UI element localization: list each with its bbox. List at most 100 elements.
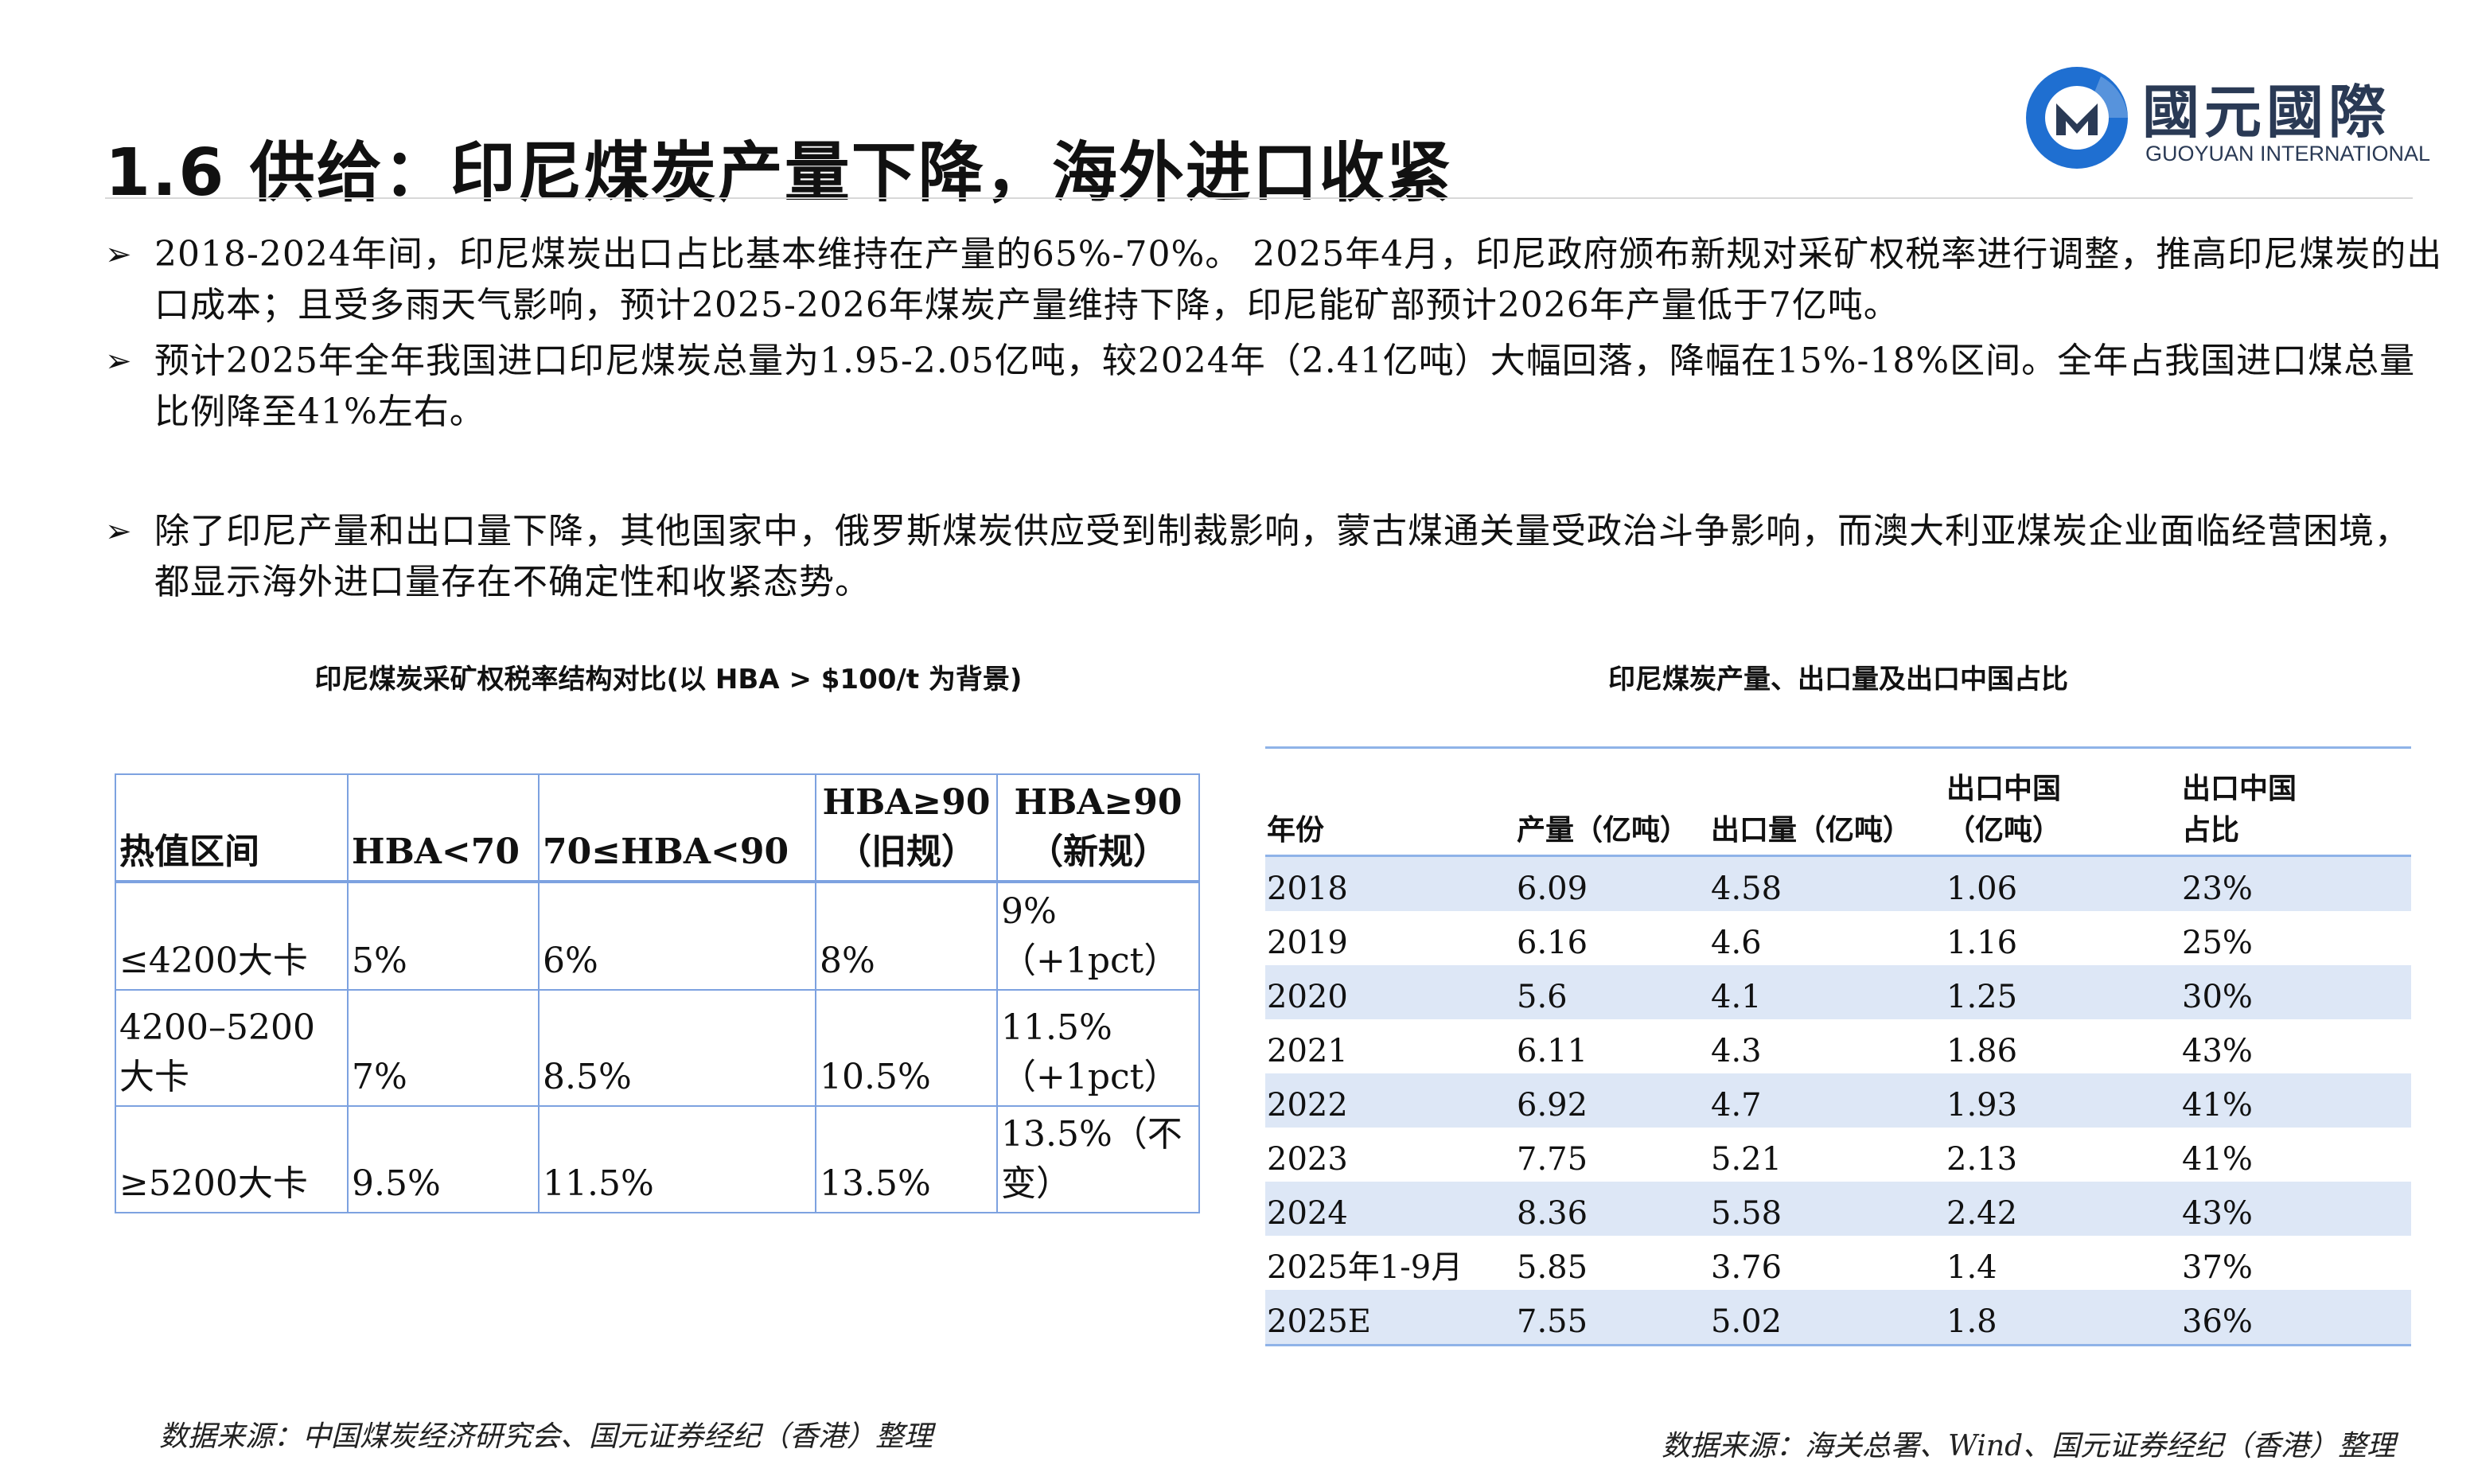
table-cell: 2020 bbox=[1265, 965, 1515, 1019]
logo-chinese-text: 國元國際 bbox=[2142, 79, 2391, 146]
table-cell: 43% bbox=[2182, 1033, 2253, 1069]
table-cell: 2018 bbox=[1265, 855, 1515, 911]
table-cell: 2024 bbox=[1265, 1182, 1515, 1236]
table-cell: 6.11 bbox=[1517, 1033, 1588, 1069]
table-cell: 1.25 bbox=[1945, 965, 2180, 1019]
column-header: 出口量（亿吨） bbox=[1709, 765, 1945, 857]
table-row: 2023 7.75 5.21 2.13 41% bbox=[1265, 1128, 2411, 1182]
column-header: 热值区间 bbox=[115, 773, 349, 883]
table-cell: 2025E bbox=[1265, 1290, 1515, 1346]
table-cell: 1.06 bbox=[1945, 855, 2180, 911]
table-cell: 5.58 bbox=[1709, 1182, 1945, 1236]
royalty-table-source: 数据来源：中国煤炭经济研究会、国元证券经纪（香港）整理 bbox=[159, 1420, 933, 1453]
bullet-text: 预计2025年全年我国进口印尼煤炭总量为1.95-2.05亿吨，较2024年（2… bbox=[154, 341, 2416, 432]
company-logo: 國元國際 GUOYUAN INTERNATIONAL bbox=[2021, 62, 2430, 173]
table-cell: 23% bbox=[2180, 855, 2411, 911]
table-cell: 9% （+1pct） bbox=[996, 881, 1200, 991]
guoyuan-logo-icon bbox=[2026, 67, 2128, 169]
production-table-source: 数据来源：海关总署、Wind、国元证券经纪（香港）整理 bbox=[1662, 1430, 2396, 1463]
title-divider bbox=[105, 197, 2413, 199]
bullet-item: ➢ 预计2025年全年我国进口印尼煤炭总量为1.95-2.05亿吨，较2024年… bbox=[105, 336, 2445, 438]
table-cell: 4.1 bbox=[1709, 965, 1945, 1019]
table-cell: 4.6 bbox=[1711, 925, 1762, 961]
table-cell: 25% bbox=[2182, 925, 2253, 961]
table-row: 2024 8.36 5.58 2.42 43% bbox=[1265, 1182, 2411, 1236]
table-cell: 2019 bbox=[1267, 925, 1348, 961]
table-cell: 5% bbox=[347, 881, 540, 991]
table-cell: 2025年1-9月 bbox=[1267, 1249, 1463, 1286]
table-row: 2025E 7.55 5.02 1.8 36% bbox=[1265, 1290, 2411, 1346]
table-cell: 10.5% bbox=[815, 989, 998, 1107]
table-row: 2019 6.16 4.6 1.16 25% bbox=[1265, 911, 2411, 965]
table-cell: 4200–5200 大卡 bbox=[115, 989, 349, 1107]
table-row: ≤4200大卡 5% 6% 8% 9% （+1pct） bbox=[115, 881, 1200, 991]
table-cell: 1.86 bbox=[1946, 1033, 2018, 1069]
royalty-table-caption: 印尼煤炭采矿权税率结构对比(以 HBA > $100/t 为背景) bbox=[314, 664, 1023, 695]
bullet-text: 2018-2024年间，印尼煤炭出口占比基本维持在产量的65%-70%。 202… bbox=[154, 234, 2443, 325]
bullet-text: 除了印尼产量和出口量下降，其他国家中，俄罗斯煤炭供应受到制裁影响，蒙古煤通关量受… bbox=[154, 511, 2410, 602]
bullet-item: ➢ 除了印尼产量和出口量下降，其他国家中，俄罗斯煤炭供应受到制裁影响，蒙古煤通关… bbox=[105, 506, 2445, 608]
table-cell: 5.21 bbox=[1711, 1141, 1782, 1178]
table-cell: 37% bbox=[2182, 1249, 2253, 1286]
table-cell: 6.09 bbox=[1515, 855, 1709, 911]
table-cell: 1.93 bbox=[1945, 1073, 2180, 1128]
royalty-rate-table: 热值区间 HBA<70 70≤HBA<90 HBA≥90 （旧规） HBA≥90… bbox=[115, 773, 1200, 1213]
table-row: ≥5200大卡 9.5% 11.5% 13.5% 13.5%（不变） bbox=[115, 1105, 1200, 1213]
table-cell: ≥5200大卡 bbox=[115, 1105, 349, 1213]
arrow-bullet-icon: ➢ bbox=[105, 343, 133, 380]
table-row: 2022 6.92 4.7 1.93 41% bbox=[1265, 1073, 2411, 1128]
table-cell: 5.6 bbox=[1515, 965, 1709, 1019]
column-header: 出口中国 占比 bbox=[2180, 765, 2411, 857]
table-cell: 43% bbox=[2180, 1182, 2411, 1236]
column-header: 出口中国 （亿吨） bbox=[1945, 765, 2180, 857]
table-cell: 5.02 bbox=[1709, 1290, 1945, 1346]
table-row: 2018 6.09 4.58 1.06 23% bbox=[1265, 855, 2411, 911]
table-row: 2025年1-9月 5.85 3.76 1.4 37% bbox=[1265, 1236, 2411, 1290]
arrow-bullet-icon: ➢ bbox=[105, 513, 133, 550]
bullet-item: ➢ 2018-2024年间，印尼煤炭出口占比基本维持在产量的65%-70%。 2… bbox=[105, 229, 2445, 331]
table-header-row: 热值区间 HBA<70 70≤HBA<90 HBA≥90 （旧规） HBA≥90… bbox=[115, 773, 1200, 883]
table-cell: ≤4200大卡 bbox=[115, 881, 349, 991]
column-header: HBA≥90 （新规） bbox=[996, 773, 1200, 883]
table-cell: 2.13 bbox=[1946, 1141, 2018, 1178]
table-row: 2020 5.6 4.1 1.25 30% bbox=[1265, 965, 2411, 1019]
table-cell: 11.5% （+1pct） bbox=[996, 989, 1200, 1107]
table-cell: 2022 bbox=[1265, 1073, 1515, 1128]
table-cell: 30% bbox=[2180, 965, 2411, 1019]
table-cell: 8.5% bbox=[538, 989, 816, 1107]
table-row: 2021 6.11 4.3 1.86 43% bbox=[1265, 1019, 2411, 1073]
production-table-caption: 印尼煤炭产量、出口量及出口中国占比 bbox=[1608, 664, 2068, 695]
table-cell: 7.75 bbox=[1517, 1141, 1588, 1178]
table-cell: 7% bbox=[347, 989, 540, 1107]
table-cell: 4.58 bbox=[1709, 855, 1945, 911]
table-cell: 1.8 bbox=[1945, 1290, 2180, 1346]
table-cell: 2.42 bbox=[1945, 1182, 2180, 1236]
table-cell: 13.5%（不变） bbox=[996, 1105, 1200, 1213]
table-cell: 41% bbox=[2180, 1073, 2411, 1128]
table-cell: 13.5% bbox=[815, 1105, 998, 1213]
column-header: 70≤HBA<90 bbox=[538, 773, 816, 883]
column-header: HBA<70 bbox=[347, 773, 540, 883]
table-cell: 1.4 bbox=[1946, 1249, 1997, 1286]
table-cell: 2023 bbox=[1267, 1141, 1348, 1178]
table-cell: 2021 bbox=[1267, 1033, 1348, 1069]
table-cell: 8% bbox=[815, 881, 998, 991]
table-cell: 36% bbox=[2180, 1290, 2411, 1346]
page-title: 1.6 供给：印尼煤炭产量下降，海外进口收紧 bbox=[105, 135, 1453, 211]
table-cell: 8.36 bbox=[1515, 1182, 1709, 1236]
production-table-top-rule bbox=[1265, 746, 2411, 749]
column-header: 年份 bbox=[1265, 765, 1515, 857]
logo-english-text: GUOYUAN INTERNATIONAL bbox=[2145, 142, 2431, 166]
table-cell: 3.76 bbox=[1711, 1249, 1782, 1286]
arrow-bullet-icon: ➢ bbox=[105, 236, 133, 273]
table-cell: 5.85 bbox=[1517, 1249, 1588, 1286]
bullet-list: ➢ 2018-2024年间，印尼煤炭出口占比基本维持在产量的65%-70%。 2… bbox=[105, 229, 2445, 608]
table-cell: 9.5% bbox=[347, 1105, 540, 1213]
table-cell: 6.92 bbox=[1515, 1073, 1709, 1128]
table-cell: 7.55 bbox=[1515, 1290, 1709, 1346]
production-export-table: 年份 产量（亿吨） 出口量（亿吨） 出口中国 （亿吨） 出口中国 占比 2018… bbox=[1265, 765, 2411, 1346]
table-row: 4200–5200 大卡 7% 8.5% 10.5% 11.5% （+1pct） bbox=[115, 989, 1200, 1107]
table-cell: 6.16 bbox=[1517, 925, 1588, 961]
table-header-row: 年份 产量（亿吨） 出口量（亿吨） 出口中国 （亿吨） 出口中国 占比 bbox=[1265, 765, 2411, 857]
table-cell: 6% bbox=[538, 881, 816, 991]
